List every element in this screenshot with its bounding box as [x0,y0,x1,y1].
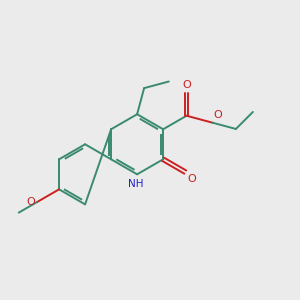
Text: NH: NH [128,179,143,190]
Text: O: O [27,197,35,207]
Text: O: O [188,174,196,184]
Text: O: O [213,110,222,120]
Text: O: O [182,80,191,90]
